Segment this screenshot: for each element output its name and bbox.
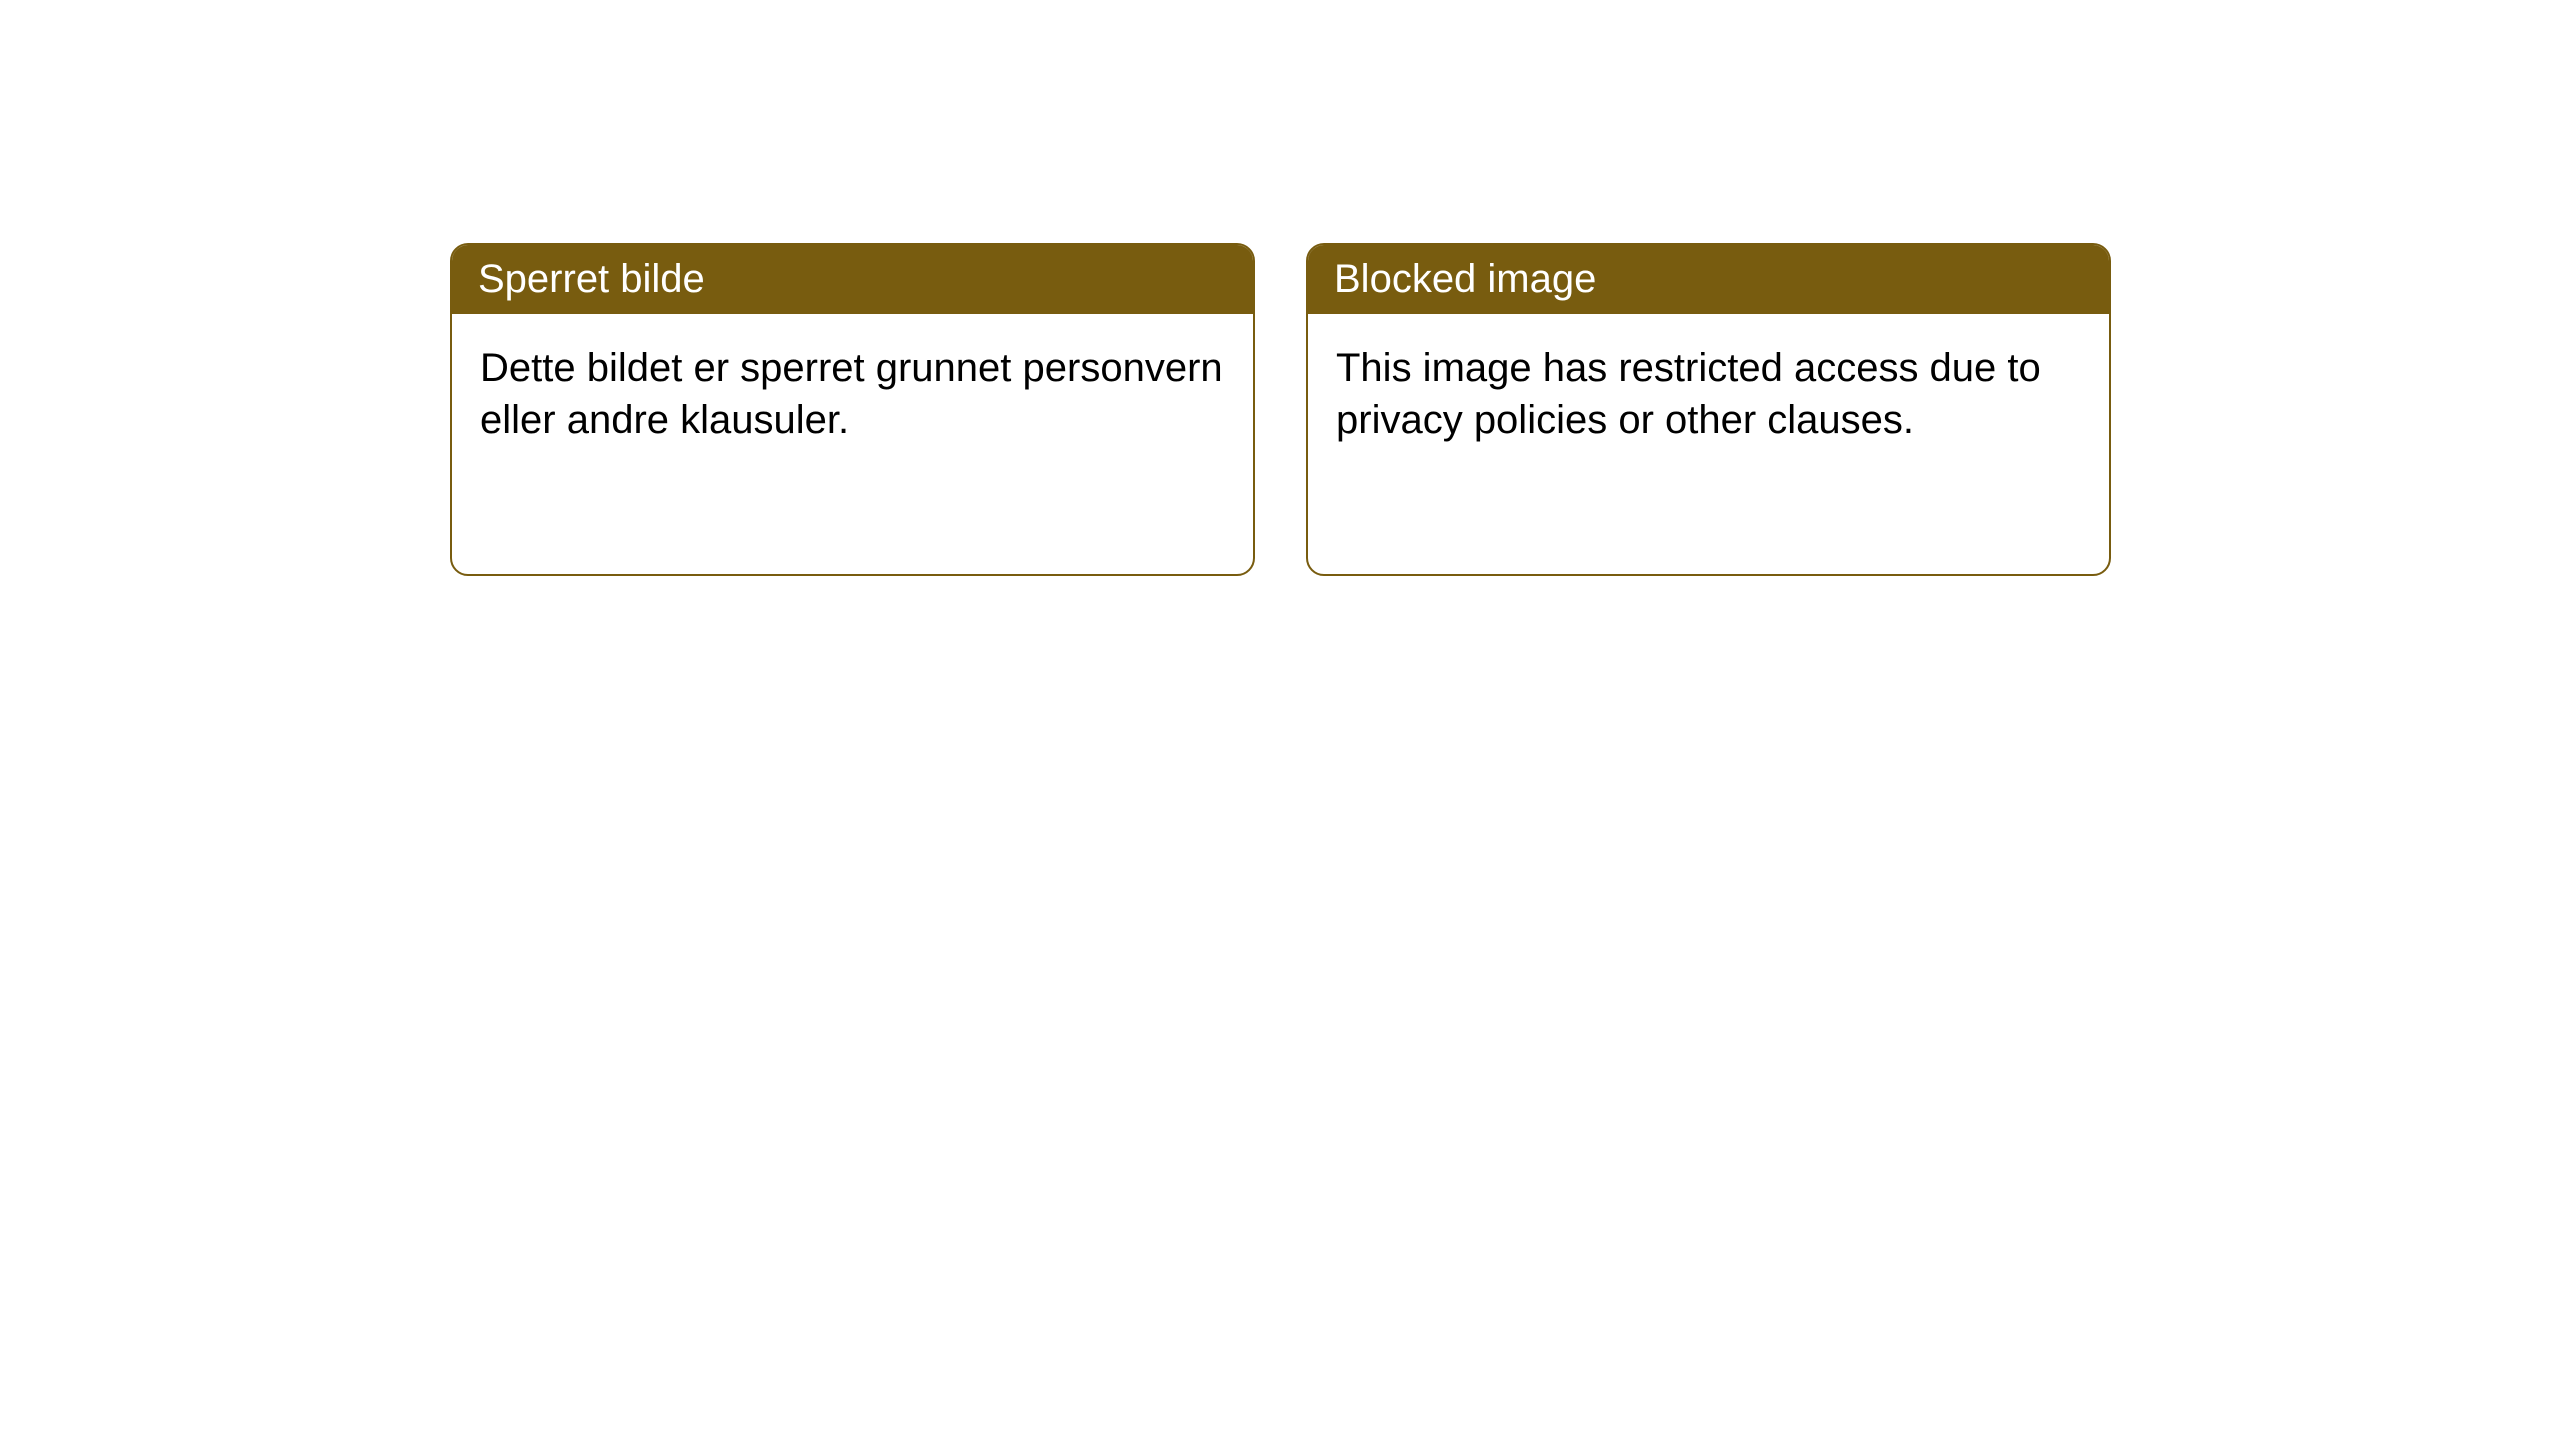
notice-body-en: This image has restricted access due to …: [1308, 314, 2109, 574]
notice-header-en: Blocked image: [1308, 245, 2109, 314]
notice-body-no: Dette bildet er sperret grunnet personve…: [452, 314, 1253, 574]
notice-header-no: Sperret bilde: [452, 245, 1253, 314]
notice-text-no: Dette bildet er sperret grunnet personve…: [480, 342, 1225, 446]
notice-container: Sperret bilde Dette bildet er sperret gr…: [450, 243, 2111, 576]
notice-title-no: Sperret bilde: [478, 257, 705, 301]
notice-title-en: Blocked image: [1334, 257, 1596, 301]
notice-card-en: Blocked image This image has restricted …: [1306, 243, 2111, 576]
notice-card-no: Sperret bilde Dette bildet er sperret gr…: [450, 243, 1255, 576]
notice-text-en: This image has restricted access due to …: [1336, 342, 2081, 446]
